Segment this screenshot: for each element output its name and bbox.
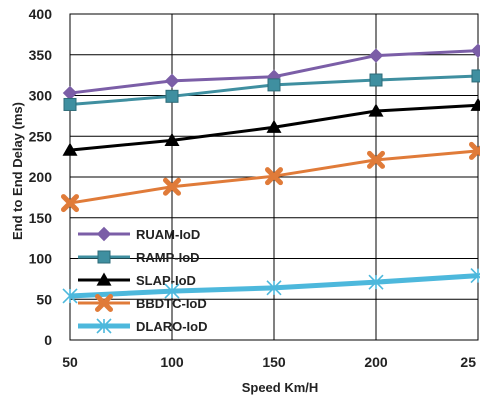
- legend-label: BBDTC-IoD: [136, 296, 207, 311]
- y-tick-label: 350: [29, 47, 53, 63]
- y-tick-label: 50: [36, 291, 52, 307]
- legend-label: SLAP-IoD: [136, 273, 196, 288]
- star-marker: [62, 288, 78, 304]
- legend-item: DLARO-IoD: [78, 318, 208, 334]
- y-tick-label: 250: [29, 128, 53, 144]
- square-marker: [63, 97, 77, 111]
- x-axis-title: Speed Km/H: [242, 380, 319, 395]
- star-marker: [96, 318, 112, 334]
- y-tick-label: 300: [29, 88, 53, 104]
- diamond-marker: [164, 73, 180, 89]
- x-box-marker: [95, 294, 113, 312]
- diamond-marker: [96, 226, 112, 242]
- y-tick-labels: 0 50 100 150 200 250 300 350 400: [29, 6, 53, 348]
- y-tick-label: 0: [44, 332, 52, 348]
- square-marker: [369, 73, 383, 87]
- legend-item: RUAM-IoD: [78, 226, 200, 242]
- legend-label: DLARO-IoD: [136, 319, 208, 334]
- y-tick-label: 400: [29, 6, 53, 22]
- x-box-marker: [265, 167, 283, 186]
- x-box-marker: [61, 194, 79, 213]
- triangle-marker: [164, 132, 180, 146]
- square-marker: [471, 69, 480, 83]
- y-tick-label: 100: [29, 251, 53, 267]
- series-ramp-iod: [63, 69, 480, 111]
- x-box-marker: [163, 177, 181, 196]
- x-tick-label: 100: [160, 354, 184, 370]
- triangle-marker: [62, 142, 78, 156]
- series-bbdtc-iod: [61, 141, 480, 213]
- legend-item: RAMP-IoD: [78, 250, 200, 265]
- star-marker: [266, 280, 282, 296]
- square-marker: [97, 250, 111, 264]
- diamond-marker: [368, 48, 384, 63]
- x-tick-labels: 50 100 150 200 25: [62, 354, 476, 370]
- triangle-marker: [368, 103, 384, 117]
- legend-label: RAMP-IoD: [136, 250, 200, 265]
- x-tick-label: 150: [262, 354, 286, 370]
- series-dlaro-iod: [62, 268, 480, 304]
- plot-area-frame: [69, 13, 479, 341]
- legend-item: SLAP-IoD: [78, 272, 196, 288]
- legend-label: RUAM-IoD: [136, 227, 200, 242]
- diamond-marker: [470, 43, 480, 58]
- x-box-marker: [469, 141, 480, 160]
- diamond-marker: [62, 85, 78, 101]
- triangle-marker: [470, 97, 480, 111]
- series-lines: [61, 43, 480, 304]
- star-marker: [470, 268, 480, 284]
- y-tick-label: 150: [29, 210, 53, 226]
- star-marker: [164, 283, 180, 299]
- square-marker: [267, 78, 281, 92]
- x-tick-label: 25: [460, 354, 476, 370]
- y-axis-title: End to End Delay (ms): [10, 102, 25, 240]
- legend-item: BBDTC-IoD: [78, 294, 207, 312]
- star-marker: [368, 274, 384, 290]
- series-slap-iod: [62, 97, 480, 156]
- x-tick-label: 200: [364, 354, 388, 370]
- square-marker: [165, 89, 179, 103]
- legend: RUAM-IoD RAMP-IoD SLAP-IoD BBDTC-IoD DLARO-I…: [78, 226, 208, 334]
- y-tick-label: 200: [29, 169, 53, 185]
- triangle-marker: [266, 119, 282, 133]
- x-tick-label: 50: [62, 354, 78, 370]
- triangle-marker: [96, 272, 112, 286]
- x-box-marker: [367, 150, 385, 169]
